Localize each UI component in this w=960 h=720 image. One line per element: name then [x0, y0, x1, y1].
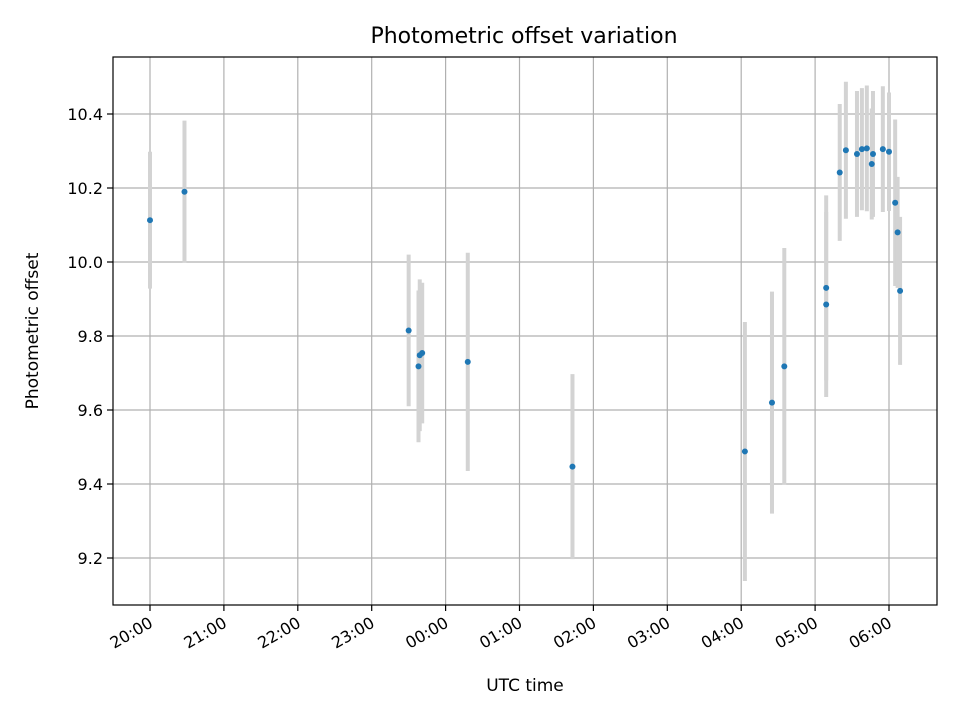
plot-frame: [112, 56, 938, 606]
y-tick-label: 9.8: [78, 327, 103, 346]
x-tick-label: 01:00: [476, 613, 525, 653]
point-layer: [147, 145, 904, 470]
data-point: [823, 284, 830, 291]
data-point: [863, 145, 870, 152]
data-point: [415, 363, 422, 370]
y-tick-label: 9.4: [78, 475, 103, 494]
data-point: [836, 169, 843, 176]
data-point: [405, 327, 412, 334]
data-point: [781, 363, 788, 370]
data-point: [147, 217, 153, 224]
x-tick-label: 23:00: [328, 613, 377, 653]
x-tick-label: 22:00: [254, 613, 303, 653]
errorbar-layer: [148, 81, 903, 581]
data-point: [886, 148, 892, 155]
y-axis-ticks: 9.2 9.4 9.6 9.8 10.0 10.2 10.4: [67, 105, 113, 568]
y-tick-label: 10.0: [67, 253, 103, 272]
y-tick-label: 10.4: [67, 105, 103, 124]
data-point: [879, 146, 886, 153]
y-tick-label: 9.6: [78, 401, 103, 420]
data-point: [897, 287, 904, 294]
x-axis-ticks: 20:00 21:00 22:00 23:00 00:00 01:00 02:00 03:00…: [107, 605, 895, 653]
y-tick-label: 9.2: [78, 549, 103, 568]
data-point: [741, 448, 748, 455]
data-point: [464, 358, 471, 365]
data-point: [768, 399, 775, 406]
x-tick-label: 06:00: [846, 613, 895, 653]
data-point: [842, 147, 849, 154]
x-tick-label: 20:00: [107, 613, 156, 653]
y-tick-label: 10.2: [67, 179, 103, 198]
x-axis-label: UTC time: [486, 676, 564, 696]
data-point: [894, 229, 901, 236]
chart-title: Photometric offset variation: [370, 24, 677, 49]
x-tick-label: 04:00: [698, 613, 747, 653]
data-point: [823, 301, 830, 308]
data-point: [419, 350, 426, 357]
data-point: [869, 150, 876, 157]
y-axis-label: Photometric offset: [23, 252, 43, 409]
data-point: [569, 463, 576, 470]
x-tick-label: 02:00: [550, 613, 599, 653]
x-tick-label: 03:00: [624, 613, 673, 653]
x-tick-label: 00:00: [402, 613, 451, 653]
grid-layer: [113, 57, 937, 605]
data-point: [853, 150, 860, 157]
x-tick-label: 05:00: [772, 613, 821, 653]
data-point: [892, 199, 899, 206]
x-tick-label: 21:00: [180, 613, 229, 653]
data-point: [181, 188, 188, 195]
data-point: [858, 146, 865, 153]
data-point: [868, 160, 875, 167]
